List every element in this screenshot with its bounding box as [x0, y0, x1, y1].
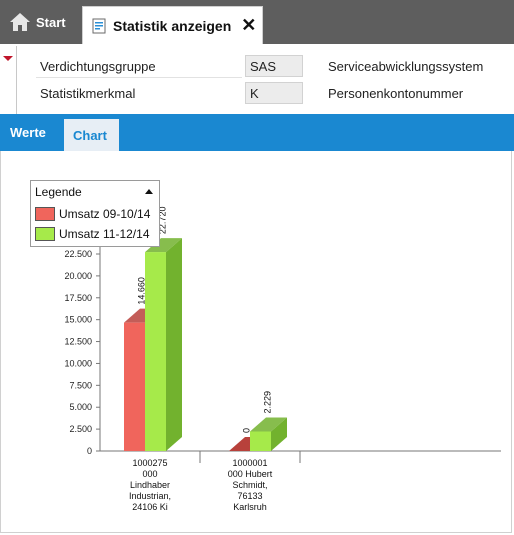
field-description: Serviceabwicklungssystem	[328, 59, 484, 74]
tab-active-label: Statistik anzeigen	[113, 17, 232, 34]
field-label: Verdichtungsgruppe	[40, 59, 156, 74]
legend-item: Umsatz 09-10/14	[35, 205, 150, 223]
form-row-verdichtungsgruppe: Verdichtungsgruppe SAS Serviceabwicklung…	[36, 55, 506, 79]
field-value[interactable]: SAS	[245, 55, 303, 77]
legend-collapse-icon[interactable]	[145, 189, 153, 194]
view-tab-bar: Werte Chart	[0, 114, 514, 151]
tab-chart[interactable]: Chart	[64, 119, 119, 151]
form-divider	[16, 46, 17, 114]
legend-item: Umsatz 11-12/14	[35, 225, 150, 243]
legend-item-label: Umsatz 11-12/14	[59, 227, 150, 241]
legend-item-label: Umsatz 09-10/14	[59, 207, 151, 221]
home-icon	[10, 13, 30, 31]
legend-title: Legende	[35, 185, 82, 199]
chart-legend: Legende Umsatz 09-10/14 Umsatz 11-12/14	[30, 180, 160, 247]
report-icon	[92, 18, 106, 33]
top-tab-bar: Start Statistik anzeigen ✕	[0, 0, 514, 44]
tab-start[interactable]: Start	[0, 0, 80, 44]
close-icon[interactable]: ✕	[241, 15, 257, 35]
tab-start-label: Start	[36, 14, 66, 30]
form-row-statistikmerkmal: Statistikmerkmal K Personenkontonummer	[36, 82, 506, 106]
row-separator	[36, 77, 242, 78]
legend-swatch	[35, 207, 55, 221]
tab-werte[interactable]: Werte	[10, 125, 46, 140]
field-description: Personenkontonummer	[328, 86, 464, 101]
field-label: Statistikmerkmal	[40, 86, 136, 101]
tab-statistik-anzeigen[interactable]: Statistik anzeigen ✕	[82, 6, 263, 44]
collapse-triangle-icon[interactable]	[3, 56, 13, 61]
field-value[interactable]: K	[245, 82, 303, 104]
legend-swatch	[35, 227, 55, 241]
